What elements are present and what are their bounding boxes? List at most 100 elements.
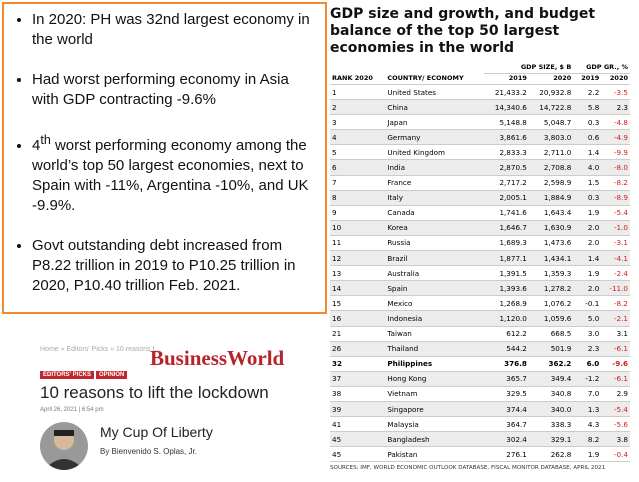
- table-cell: Vietnam: [385, 386, 485, 402]
- table-row: 11 Russia 1,689.3 1,473.6 2.0 -3.1: [330, 235, 630, 252]
- table-cell: 2.0: [573, 220, 602, 236]
- table-cell: -5.4: [601, 205, 630, 221]
- table-cell: 544.2: [484, 341, 529, 357]
- table-cell: 2,870.5: [484, 159, 529, 176]
- table-cell: 45: [330, 446, 386, 463]
- table-row: 6 India 2,870.5 2,708.8 4.0 -8.0: [330, 159, 630, 176]
- table-cell: -9.9: [601, 144, 630, 161]
- col-header: COUNTRY/ ECONOMY: [385, 63, 485, 85]
- table-cell: 5,048.7: [528, 114, 574, 131]
- table-cell: 1,884.9: [528, 190, 574, 206]
- table-cell: 1,268.9: [484, 295, 529, 312]
- col-header: GDP GR., %: [573, 63, 630, 74]
- table-cell: United Kingdom: [385, 144, 485, 161]
- year-header: 2020: [528, 73, 574, 85]
- table-cell: 329.5: [484, 386, 529, 402]
- table-row: 2 China 14,340.6 14,722.8 5.8 2.3: [330, 99, 630, 116]
- source-note: SOURCES: IMF, WORLD ECONOMIC OUTLOOK DAT…: [330, 465, 606, 472]
- table-cell: 1,646.7: [484, 220, 529, 236]
- table-cell: Australia: [385, 265, 485, 282]
- table-cell: 0.6: [573, 129, 602, 146]
- table-row: 16 Indonesia 1,120.0 1,059.6 5.0 -2.1: [330, 310, 630, 327]
- bullet-text: In 2020: PH was 32nd largest economy in …: [32, 11, 310, 48]
- table-cell: 1.9: [573, 446, 602, 463]
- table-cell: 12: [330, 250, 386, 267]
- tag: OPINION: [96, 371, 128, 379]
- bullet: 4th worst performing economy among the w…: [32, 130, 317, 216]
- table-cell: 3,803.0: [528, 129, 574, 146]
- table-row: 8 Italy 2,005.1 1,884.9 0.3 -8.9: [330, 190, 630, 206]
- table-cell: 2,717.2: [484, 175, 529, 191]
- table-cell: 1.3: [573, 401, 602, 418]
- table-cell: 21: [330, 326, 386, 342]
- table-row: 13 Australia 1,391.5 1,359.3 1.9 -2.4: [330, 265, 630, 282]
- table-cell: Bangladesh: [385, 431, 485, 448]
- col-header: RANK 2020: [330, 63, 386, 85]
- gdp-table: RANK 2020 COUNTRY/ ECONOMY GDP SIZE, $ B GD…: [330, 63, 630, 463]
- table-cell: 1,076.2: [528, 295, 574, 312]
- table-row: 5 United Kingdom 2,833.3 2,711.0 1.4 -9.9: [330, 144, 630, 161]
- table-cell: 276.1: [484, 446, 529, 463]
- table-cell: 5.0: [573, 310, 602, 327]
- table-cell: Pakistan: [385, 446, 485, 463]
- table-cell: Taiwan: [385, 326, 485, 342]
- table-cell: 340.8: [528, 386, 574, 402]
- table-cell: 340.0: [528, 401, 574, 418]
- bullet: In 2020: PH was 32nd largest economy in …: [32, 10, 317, 50]
- table-cell: 8.2: [573, 431, 602, 448]
- table-cell: 3.8: [601, 431, 630, 448]
- table-row: 41 Malaysia 364.7 338.3 4.3 -5.6: [330, 416, 630, 433]
- table-cell: 329.1: [528, 431, 574, 448]
- table-cell: 1,359.3: [528, 265, 574, 282]
- table-cell: 376.8: [484, 356, 529, 372]
- table-cell: 1,473.6: [528, 235, 574, 252]
- table-row: 37 Hong Kong 365.7 349.4 -1.2 -6.1: [330, 371, 630, 387]
- table-cell: 14,340.6: [484, 99, 529, 116]
- table-cell: -8.9: [601, 190, 630, 206]
- table-cell: 1,877.1: [484, 250, 529, 267]
- table-cell: 1,059.6: [528, 310, 574, 327]
- table-row: 26 Thailand 544.2 501.9 2.3 -6.1: [330, 341, 630, 357]
- table-cell: 6: [330, 159, 386, 176]
- table-cell: 1,689.3: [484, 235, 529, 252]
- table-cell: United States: [385, 84, 485, 101]
- table-cell: 1,741.6: [484, 205, 529, 221]
- table-cell: 612.2: [484, 326, 529, 342]
- table-cell: 2.0: [573, 280, 602, 297]
- table-cell: 2.3: [573, 341, 602, 357]
- table-title: GDP size and growth, and budget balance …: [330, 6, 596, 56]
- bullet-box: In 2020: PH was 32nd largest economy in …: [2, 2, 327, 314]
- table-cell: 1,434.1: [528, 250, 574, 267]
- table-cell: -4.9: [601, 129, 630, 146]
- table-cell: Germany: [385, 129, 485, 146]
- table-cell: China: [385, 99, 485, 116]
- table-cell: 13: [330, 265, 386, 282]
- table-cell: -8.2: [601, 175, 630, 191]
- table-cell: Philippines: [385, 356, 485, 372]
- bullet-text: Had worst performing economy in Asia wit…: [32, 71, 289, 108]
- table-cell: 1.9: [573, 265, 602, 282]
- table-cell: -11.0: [601, 280, 630, 297]
- table-cell: Singapore: [385, 401, 485, 418]
- col-header: GDP SIZE, $ B: [484, 63, 574, 74]
- table-cell: 374.4: [484, 401, 529, 418]
- table-cell: 14: [330, 280, 386, 297]
- table-cell: Italy: [385, 190, 485, 206]
- table-cell: 3: [330, 114, 386, 131]
- table-cell: 2.9: [601, 386, 630, 402]
- table-cell: India: [385, 159, 485, 176]
- table-cell: 2,708.8: [528, 159, 574, 176]
- table-cell: 1,278.2: [528, 280, 574, 297]
- table-cell: -0.1: [573, 295, 602, 312]
- bullet: Had worst performing economy in Asia wit…: [32, 70, 317, 110]
- table-cell: Indonesia: [385, 310, 485, 327]
- table-cell: 38: [330, 386, 386, 402]
- table-cell: 2: [330, 99, 386, 116]
- table-cell: -4.8: [601, 114, 630, 131]
- table-cell: 16: [330, 310, 386, 327]
- table-cell: 501.9: [528, 341, 574, 357]
- bullet-list: In 2020: PH was 32nd largest economy in …: [14, 10, 317, 296]
- table-cell: 2.3: [601, 99, 630, 116]
- table-cell: 11: [330, 235, 386, 252]
- bullet: Govt outstanding debt increased from P8.…: [32, 236, 317, 296]
